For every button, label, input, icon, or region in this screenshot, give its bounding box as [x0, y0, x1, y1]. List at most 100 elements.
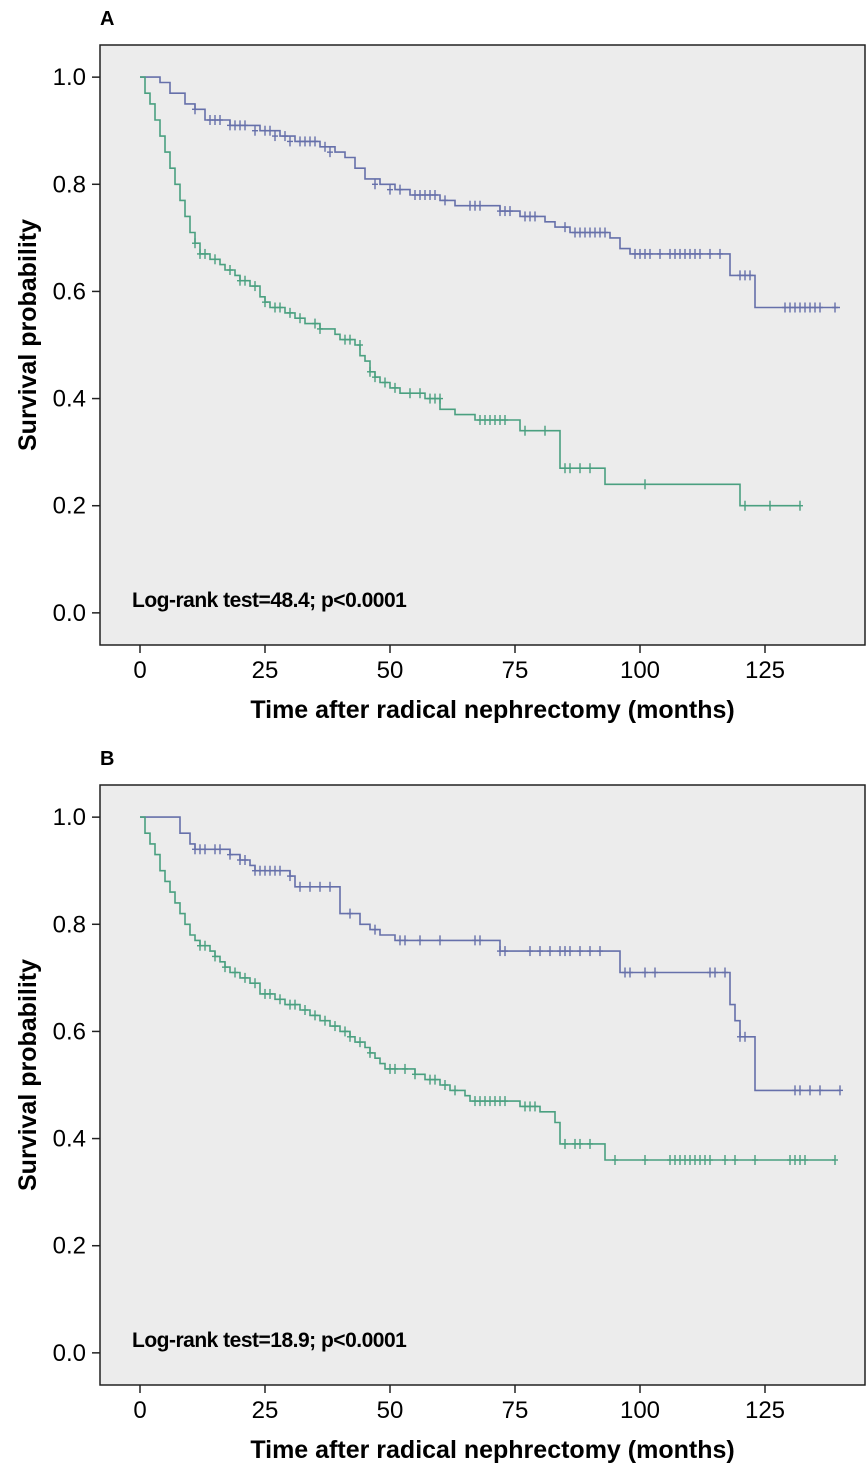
y-tick-label: 0.0 — [53, 1340, 86, 1367]
censor-mark — [202, 248, 208, 259]
censor-mark — [217, 115, 223, 125]
censor-mark — [647, 248, 653, 259]
censor-mark — [302, 1005, 308, 1015]
censor-mark — [707, 1155, 713, 1165]
censor-mark — [722, 967, 728, 978]
x-tick-label: 0 — [133, 657, 146, 684]
censor-mark — [287, 307, 293, 318]
x-tick-label: 50 — [377, 1397, 404, 1424]
censor-mark — [587, 463, 593, 474]
survival-curve-2 — [140, 816, 835, 1161]
censor-mark — [602, 227, 608, 238]
y-tick-label: 0.2 — [53, 1233, 86, 1260]
censor-mark — [532, 211, 538, 222]
log-rank-annotation: Log-rank test=48.4; p<0.0001 — [132, 589, 407, 612]
censor-mark — [277, 994, 283, 1005]
censor-mark — [297, 881, 303, 892]
censor-mark — [327, 881, 333, 892]
x-tick-label: 125 — [745, 1397, 785, 1424]
y-tick-label: 0.4 — [53, 386, 86, 413]
censor-mark — [477, 200, 483, 211]
censor-mark — [442, 1080, 448, 1090]
censor-mark — [537, 946, 543, 957]
censor-mark — [522, 425, 528, 436]
censor-mark — [212, 951, 218, 962]
censor-mark — [412, 1069, 418, 1080]
censor-mark — [272, 131, 278, 142]
censor-mark — [252, 125, 258, 136]
censor-mark — [797, 1085, 803, 1096]
censor-mark — [432, 190, 438, 200]
censor-mark — [242, 972, 248, 983]
censor-mark — [202, 940, 208, 951]
censor-mark — [242, 855, 248, 865]
censor-mark — [227, 849, 233, 860]
censor-mark — [722, 1155, 728, 1165]
x-tick-label: 75 — [502, 1397, 529, 1424]
x-tick-label: 25 — [252, 657, 279, 684]
censor-mark — [527, 946, 533, 957]
censor-mark — [627, 967, 633, 978]
censor-mark — [277, 865, 283, 876]
x-tick-label: 0 — [133, 1397, 146, 1424]
censor-mark — [217, 844, 223, 855]
censor-mark — [252, 281, 258, 292]
censor-mark — [357, 1037, 363, 1048]
x-axis-label: Time after radical nephrectomy (months) — [250, 1436, 734, 1464]
censor-mark — [642, 967, 648, 978]
censor-mark — [507, 206, 513, 217]
y-tick-label: 0.2 — [53, 493, 86, 520]
censor-mark — [367, 1047, 373, 1058]
censor-mark — [432, 1074, 438, 1085]
censor-mark — [392, 1063, 398, 1074]
censor-mark — [707, 248, 713, 259]
y-tick-label: 0.6 — [53, 278, 86, 305]
censor-mark — [192, 104, 198, 115]
censor-mark — [542, 425, 548, 436]
y-tick-label: 0.0 — [53, 600, 86, 627]
survival-curve-1 — [140, 76, 840, 309]
censor-mark — [382, 377, 388, 388]
censor-mark — [232, 967, 238, 978]
censor-mark — [332, 1021, 338, 1032]
censor-mark — [717, 248, 723, 259]
censor-mark — [372, 372, 378, 383]
y-axis-label: Survival probability — [14, 219, 42, 451]
censor-mark — [502, 1096, 508, 1107]
censor-mark — [392, 382, 398, 393]
censor-mark — [767, 500, 773, 511]
censor-mark — [697, 248, 703, 259]
censor-mark — [347, 908, 353, 919]
censor-mark — [452, 1085, 458, 1096]
censor-mark — [577, 946, 583, 957]
plot-area — [99, 44, 866, 646]
censor-mark — [192, 238, 198, 249]
censor-mark — [642, 479, 648, 490]
censor-mark — [287, 871, 293, 882]
panel-label-a: A — [100, 8, 115, 30]
censor-mark — [832, 1155, 838, 1165]
censor-mark — [417, 935, 423, 946]
censor-mark — [312, 136, 318, 147]
censor-mark — [807, 1085, 813, 1096]
censor-mark — [347, 334, 353, 345]
x-tick-label: 125 — [745, 657, 785, 684]
censor-mark — [322, 141, 328, 152]
censor-mark — [437, 935, 443, 946]
censor-mark — [577, 1138, 583, 1149]
km-panel-b: B 0.0 0.2 0.4 0.6 0.8 1.0 0 25 50 75 100 125 Time af… — [0, 740, 867, 1470]
censor-mark — [547, 946, 553, 957]
censor-mark — [577, 463, 583, 474]
censor-mark — [567, 463, 573, 474]
censor-mark — [817, 1085, 823, 1096]
y-tick-label: 0.8 — [53, 911, 86, 938]
censor-mark — [312, 318, 318, 329]
censor-mark — [837, 1085, 843, 1096]
censor-mark — [742, 500, 748, 511]
censor-mark — [317, 881, 323, 892]
censor-mark — [387, 184, 393, 195]
x-tick-label: 100 — [620, 657, 660, 684]
censor-mark — [402, 1063, 408, 1074]
censor-mark — [282, 131, 288, 142]
censor-mark — [587, 946, 593, 957]
